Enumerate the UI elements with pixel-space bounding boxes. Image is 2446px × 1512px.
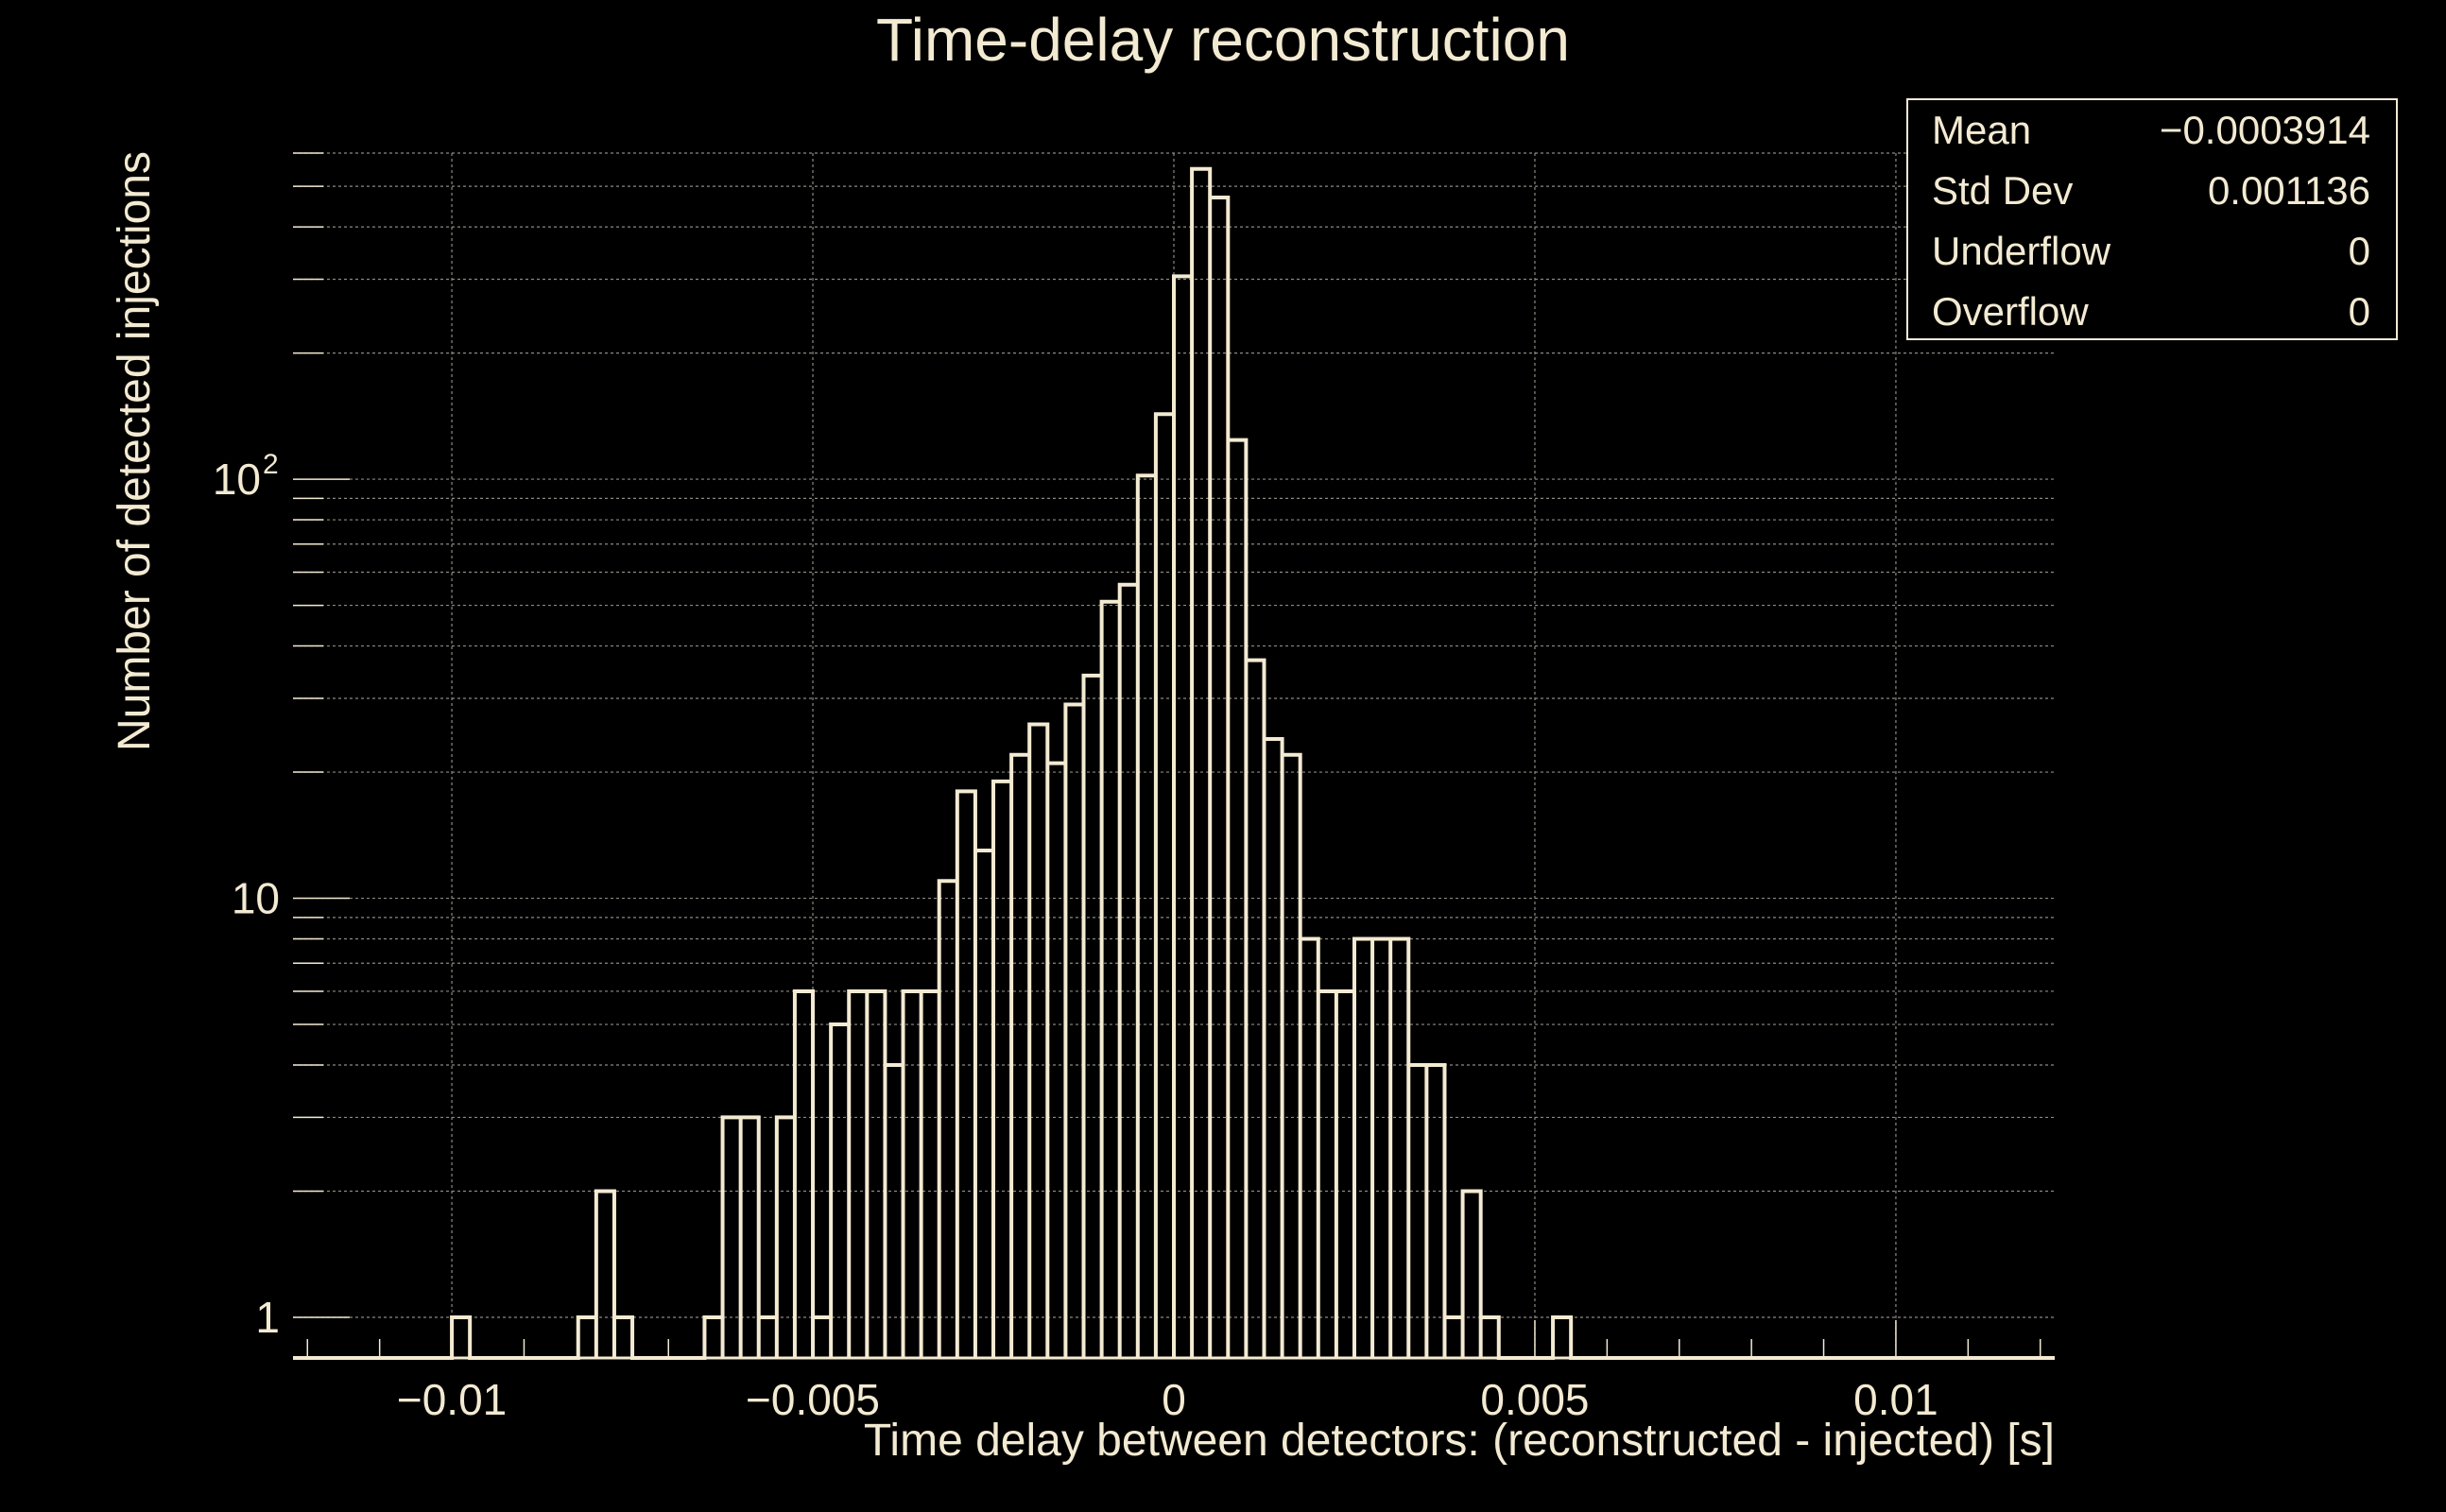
histogram-bin	[704, 1317, 722, 1358]
histogram-bin	[885, 1065, 903, 1358]
histogram-bin	[759, 1317, 777, 1358]
stats-value: 0.001136	[2208, 168, 2370, 213]
histogram-bin	[1444, 1317, 1462, 1358]
histogram-bin	[813, 1317, 831, 1358]
histogram-bin	[1301, 939, 1318, 1358]
histogram-bin	[1246, 661, 1264, 1358]
y-tick-label-exponent: 2	[263, 449, 279, 480]
x-tick-label: 0.01	[1853, 1375, 1938, 1424]
histogram-bin	[1047, 764, 1065, 1358]
histogram-bin	[1156, 414, 1174, 1358]
histogram-bin	[1138, 475, 1156, 1358]
histogram-bin	[741, 1117, 759, 1358]
stats-label: Std Dev	[1932, 168, 2073, 213]
stats-value: 0	[2349, 229, 2370, 273]
y-tick-label: 10	[213, 455, 261, 504]
histogram-bin	[1228, 440, 1246, 1358]
histogram-bin	[1120, 585, 1138, 1358]
histogram-bin	[452, 1317, 470, 1358]
histogram-bin	[1318, 991, 1336, 1358]
histogram-bin	[795, 991, 813, 1358]
stats-label: Overflow	[1932, 289, 2089, 334]
histogram-bin	[939, 881, 957, 1358]
histogram-bin	[1065, 704, 1083, 1358]
stats-label: Mean	[1932, 108, 2031, 152]
x-tick-label: −0.01	[397, 1375, 507, 1424]
histogram-bin	[777, 1117, 795, 1358]
histogram-outline	[293, 166, 2055, 1360]
histogram-bin	[596, 1192, 614, 1358]
histogram-bin	[1372, 939, 1390, 1358]
histogram-bin	[1210, 198, 1228, 1358]
histogram-bin	[1029, 725, 1047, 1358]
histogram-bin	[922, 991, 939, 1358]
histogram-bin	[957, 791, 975, 1358]
histogram-bars	[293, 166, 2055, 1360]
x-tick-label: 0.005	[1480, 1375, 1589, 1424]
histogram-bin	[723, 1117, 741, 1358]
histogram-bin	[1264, 739, 1282, 1358]
histogram-bin	[614, 1317, 632, 1358]
histogram-bin	[1084, 676, 1102, 1358]
stats-box: Mean −0.0003914 Std Dev 0.001136 Underflow 0 O…	[1906, 98, 2398, 340]
histogram-bin	[1426, 1065, 1444, 1358]
histogram-bin	[831, 1024, 849, 1358]
histogram-bin	[904, 991, 922, 1358]
histogram-bin	[1354, 939, 1372, 1358]
histogram-bin	[1192, 169, 1210, 1358]
histogram-bin	[993, 782, 1011, 1358]
histogram-bin	[1463, 1192, 1481, 1358]
stats-label: Underflow	[1932, 229, 2111, 273]
x-axis-label: Time delay between detectors: (reconstru…	[864, 1416, 2055, 1466]
histogram-bin	[849, 991, 867, 1358]
histogram-bin	[1336, 991, 1354, 1358]
stats-value: −0.0003914	[2160, 108, 2370, 152]
histogram-bin	[1408, 1065, 1426, 1358]
histogram-bin	[1174, 276, 1192, 1358]
histogram-bin	[1283, 755, 1301, 1358]
histogram-bin	[1481, 1317, 1499, 1358]
histogram-bin	[578, 1317, 596, 1358]
y-tick-label: 10	[232, 874, 280, 923]
histogram-bin	[975, 850, 993, 1358]
y-axis-label: Number of detected injections	[110, 151, 160, 751]
x-tick-label: −0.005	[746, 1375, 880, 1424]
histogram-bin	[1390, 939, 1408, 1358]
histogram-bin	[867, 991, 885, 1358]
y-tick-label: 1	[255, 1293, 280, 1342]
histogram-bin	[1553, 1317, 1571, 1358]
histogram-bin	[1011, 755, 1029, 1358]
stats-box-frame	[1906, 98, 2398, 340]
x-tick-label: 0	[1162, 1375, 1186, 1424]
chart-title: Time-delay reconstruction	[876, 6, 1570, 74]
histogram-bin	[1102, 602, 1120, 1358]
stats-value: 0	[2349, 289, 2370, 334]
